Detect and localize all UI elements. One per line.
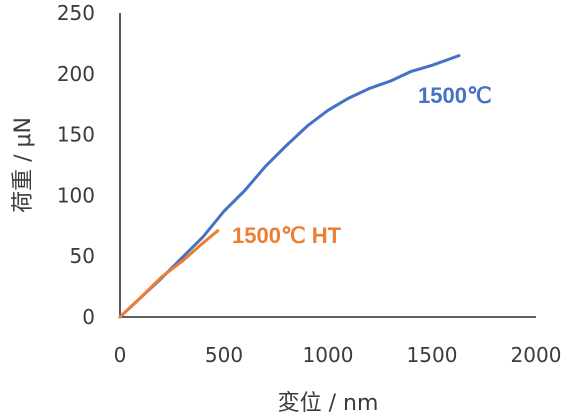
x-axis-title: 変位 / nm <box>278 391 379 416</box>
x-tick-label: 500 <box>205 343 243 367</box>
y-tick-label: 250 <box>57 1 95 25</box>
series-label-2: 1500℃ HT <box>232 223 342 248</box>
y-tick-label: 0 <box>82 305 95 329</box>
x-tick-label: 1500 <box>407 343 458 367</box>
series-group <box>118 54 461 319</box>
series-line-2 <box>118 229 220 319</box>
y-tick-label: 200 <box>57 62 95 86</box>
x-tick-label: 2000 <box>511 343 562 367</box>
series-label-1: 1500℃ <box>418 83 492 108</box>
y-tick-label: 150 <box>57 123 95 147</box>
y-tick-label: 50 <box>70 244 95 268</box>
x-tick-labels: 0 500 1000 1500 2000 <box>114 343 562 367</box>
y-tick-label: 100 <box>57 183 95 207</box>
y-tick-labels: 0 50 100 150 200 250 <box>57 1 95 329</box>
x-tick-label: 1000 <box>303 343 354 367</box>
axes <box>119 13 536 318</box>
series-labels: 1500℃ 1500℃ HT <box>232 83 492 248</box>
y-axis-title: 荷重 / μN <box>11 117 36 213</box>
series-line-1 <box>118 54 461 319</box>
x-tick-label: 0 <box>114 343 127 367</box>
